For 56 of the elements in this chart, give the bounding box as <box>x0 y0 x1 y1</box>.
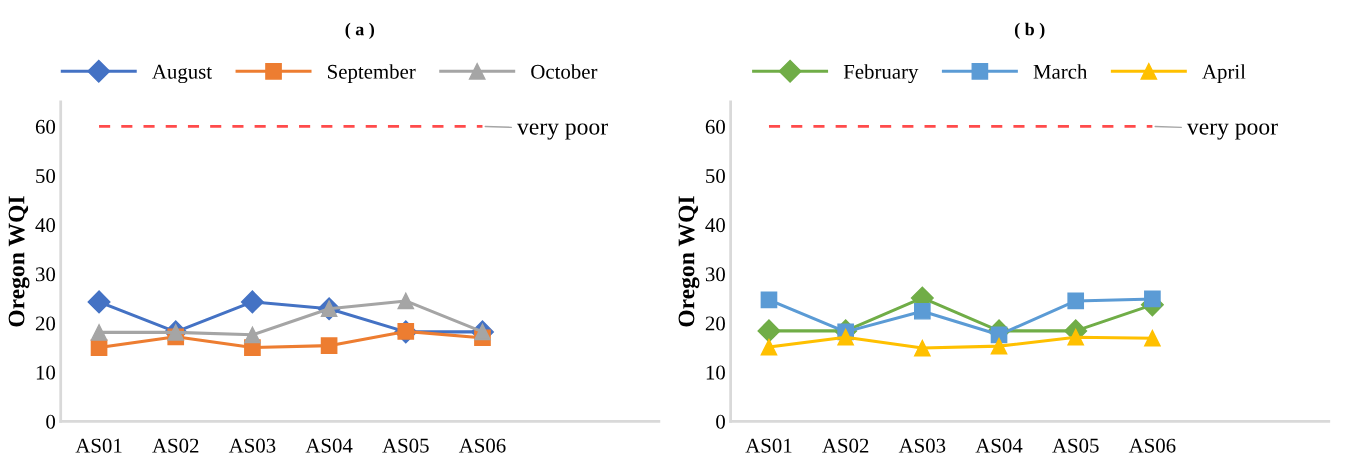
point <box>90 324 108 341</box>
legend-label: March <box>1033 64 1088 79</box>
y-tick-label: 50 <box>706 168 725 184</box>
y-tick-label: 30 <box>705 267 725 282</box>
x-tick-label: AS02 <box>822 438 869 453</box>
point <box>1144 290 1161 308</box>
x-tick-label: AS01 <box>745 438 792 453</box>
y-tick-label: 60 <box>35 119 56 134</box>
legend-label: September <box>328 64 416 84</box>
point <box>757 319 781 343</box>
ref-line-label: very poor <box>1186 123 1278 140</box>
y-tick-label: 50 <box>36 168 56 184</box>
x-tick-label: AS05 <box>382 438 429 453</box>
y-tick-label: 40 <box>35 218 56 233</box>
x-tick-label: AS02 <box>152 438 199 453</box>
y-tick-label: 40 <box>705 218 725 233</box>
y-tick-label: 10 <box>36 365 56 380</box>
x-tick-label: AS06 <box>458 438 506 453</box>
ref-line-label: very poor <box>516 123 608 140</box>
legend-label: February <box>843 64 919 84</box>
point <box>87 290 111 314</box>
y-tick-label: 20 <box>705 316 725 331</box>
legend-label: April <box>1202 64 1246 84</box>
y-axis-title: Oregon WQI <box>678 196 700 327</box>
y-tick-label: 20 <box>35 316 56 331</box>
point <box>1067 292 1085 310</box>
y-tick-label: 0 <box>46 414 56 429</box>
legend-label: August <box>152 64 212 84</box>
point <box>914 339 931 357</box>
legend-label: October <box>531 64 598 79</box>
point <box>240 290 264 314</box>
x-tick-label: AS05 <box>1052 438 1099 453</box>
chart-title: ( b ) <box>1014 22 1045 40</box>
y-tick-label: 10 <box>706 365 725 380</box>
y-axis-title: Oregon WQI <box>8 196 30 327</box>
point <box>760 338 778 356</box>
point <box>760 291 778 309</box>
point <box>320 337 338 354</box>
x-tick-label: AS01 <box>75 438 122 453</box>
point <box>397 292 415 310</box>
x-tick-label: AS03 <box>898 438 946 453</box>
chart-title: ( a ) <box>345 22 375 40</box>
point <box>990 337 1008 355</box>
x-tick-label: AS04 <box>305 438 353 453</box>
y-tick-label: 60 <box>705 119 725 134</box>
y-tick-label: 0 <box>716 414 725 429</box>
x-tick-label: AS06 <box>1128 438 1176 453</box>
point <box>837 328 854 346</box>
point <box>914 302 931 320</box>
point <box>1067 328 1085 346</box>
point <box>1144 329 1161 347</box>
x-tick-label: AS03 <box>228 438 276 453</box>
y-tick-label: 30 <box>36 267 56 282</box>
point <box>244 326 261 344</box>
point <box>990 326 1008 344</box>
x-tick-label: AS04 <box>975 438 1023 453</box>
